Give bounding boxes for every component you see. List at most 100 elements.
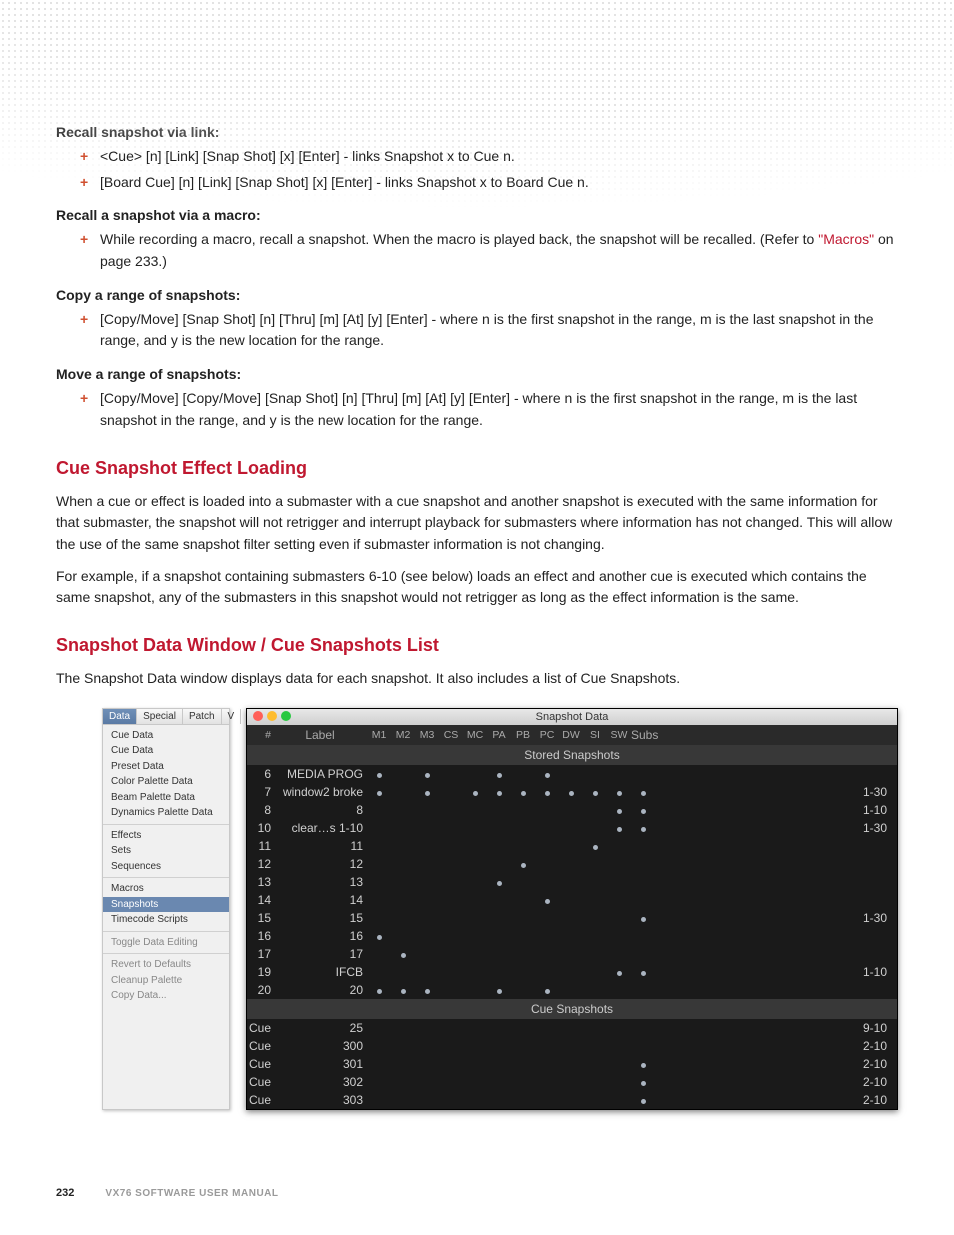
table-row[interactable]: 1717 <box>247 945 897 963</box>
table-row[interactable]: 1313 <box>247 873 897 891</box>
dot-cell <box>607 803 631 817</box>
menu-item[interactable]: Snapshots <box>103 897 229 913</box>
table-row[interactable]: 19IFCB 1-10 <box>247 963 897 981</box>
table-row[interactable]: Cue259-10 <box>247 1019 897 1037</box>
dot-icon <box>425 773 430 778</box>
table-row[interactable]: 1616 <box>247 927 897 945</box>
table-row[interactable]: 7window2 broke1-30 <box>247 783 897 801</box>
row-subs: 9-10 <box>655 1021 897 1035</box>
row-label: 300 <box>277 1039 367 1053</box>
row-id: 15 <box>247 911 277 925</box>
dot-cell <box>367 785 391 799</box>
col-header: SW <box>607 729 631 741</box>
row-label: 301 <box>277 1057 367 1071</box>
row-id: 11 <box>247 839 277 853</box>
table-row[interactable]: 881-10 <box>247 801 897 819</box>
dot-cell <box>511 785 535 799</box>
row-label: 14 <box>277 893 367 907</box>
menu-item[interactable]: Color Palette Data <box>103 774 229 790</box>
row-id: Cue <box>247 1075 277 1089</box>
table-row[interactable]: 1111 <box>247 837 897 855</box>
row-label: 13 <box>277 875 367 889</box>
menu-item[interactable]: Sequences <box>103 859 229 875</box>
row-label: 20 <box>277 983 367 997</box>
menu-tab[interactable]: Patch <box>183 709 222 724</box>
table-row[interactable]: 10clear…s 1-101-30 <box>247 819 897 837</box>
zoom-icon[interactable] <box>281 711 291 721</box>
row-label: IFCB <box>277 965 367 979</box>
dot-icon <box>545 791 550 796</box>
dot-icon <box>641 1063 646 1068</box>
menu-tab[interactable]: V <box>222 709 242 724</box>
table-row[interactable]: 1212 <box>247 855 897 873</box>
menu-item[interactable]: Cue Data <box>103 743 229 759</box>
menu-tab[interactable]: Special <box>137 709 183 724</box>
traffic-lights[interactable] <box>253 711 291 721</box>
row-label: 11 <box>277 839 367 853</box>
menu-item[interactable]: Toggle Data Editing <box>103 935 229 951</box>
dot-icon <box>377 935 382 940</box>
dot-cell <box>511 857 535 871</box>
dot-cell <box>415 983 439 997</box>
menu-item[interactable]: Copy Data... <box>103 988 229 1004</box>
dot-cell <box>367 767 391 781</box>
menu-item[interactable]: Cleanup Palette <box>103 973 229 989</box>
menu-item[interactable]: Beam Palette Data <box>103 790 229 806</box>
table-row[interactable]: Cue3012-10 <box>247 1055 897 1073</box>
table-row[interactable]: 6MEDIA PROG <box>247 765 897 783</box>
dot-icon <box>641 1099 646 1104</box>
dot-cell <box>631 1057 655 1071</box>
row-subs: 2-10 <box>655 1093 897 1107</box>
table-row[interactable]: 1414 <box>247 891 897 909</box>
dot-icon <box>593 791 598 796</box>
dot-cell <box>391 983 415 997</box>
col-header: M3 <box>415 729 439 741</box>
dot-icon <box>641 827 646 832</box>
dot-cell <box>583 785 607 799</box>
bullet-item: While recording a macro, recall a snapsh… <box>84 229 898 272</box>
col-header: Label <box>277 728 367 742</box>
figure: DataSpecialPatchV Cue DataCue DataPreset… <box>102 708 898 1110</box>
paragraph: For example, if a snapshot containing su… <box>56 566 898 609</box>
table-row[interactable]: 2020 <box>247 981 897 999</box>
section-label: Copy a range of snapshots: <box>56 287 898 303</box>
menu-item[interactable]: Effects <box>103 828 229 844</box>
col-header: SI <box>583 729 607 741</box>
menu-item[interactable]: Cue Data <box>103 728 229 744</box>
row-subs: 2-10 <box>655 1075 897 1089</box>
menu-item[interactable]: Revert to Defaults <box>103 957 229 973</box>
menu-item[interactable]: Sets <box>103 843 229 859</box>
table-row[interactable]: Cue3032-10 <box>247 1091 897 1109</box>
col-header: M1 <box>367 729 391 741</box>
dot-cell <box>535 785 559 799</box>
row-label: clear…s 1-10 <box>277 821 367 835</box>
table-row[interactable]: 15151-30 <box>247 909 897 927</box>
row-id: 19 <box>247 965 277 979</box>
col-header: DW <box>559 729 583 741</box>
macros-link[interactable]: "Macros" <box>818 231 874 247</box>
close-icon[interactable] <box>253 711 263 721</box>
table-row[interactable]: Cue3022-10 <box>247 1073 897 1091</box>
dot-icon <box>377 773 382 778</box>
menu-tab[interactable]: Data <box>103 709 137 724</box>
data-menu[interactable]: DataSpecialPatchV Cue DataCue DataPreset… <box>102 708 230 1110</box>
dot-icon <box>545 773 550 778</box>
row-id: Cue <box>247 1021 277 1035</box>
row-subs: 1-30 <box>655 911 897 925</box>
document-page: Recall snapshot via link:<Cue> [n] [Link… <box>0 0 954 1235</box>
minimize-icon[interactable] <box>267 711 277 721</box>
row-label: 8 <box>277 803 367 817</box>
menu-tabs: DataSpecialPatchV <box>103 709 229 725</box>
section-label: Recall snapshot via link: <box>56 124 898 140</box>
row-subs: 2-10 <box>655 1057 897 1071</box>
row-label: 12 <box>277 857 367 871</box>
menu-item[interactable]: Macros <box>103 881 229 897</box>
menu-item[interactable]: Timecode Scripts <box>103 912 229 928</box>
heading-cue-loading: Cue Snapshot Effect Loading <box>56 458 898 479</box>
menu-item[interactable]: Dynamics Palette Data <box>103 805 229 821</box>
row-subs: 1-10 <box>655 965 897 979</box>
paragraph: When a cue or effect is loaded into a su… <box>56 491 898 556</box>
menu-item[interactable]: Preset Data <box>103 759 229 775</box>
section-stored: Stored Snapshots <box>247 745 897 765</box>
table-row[interactable]: Cue3002-10 <box>247 1037 897 1055</box>
